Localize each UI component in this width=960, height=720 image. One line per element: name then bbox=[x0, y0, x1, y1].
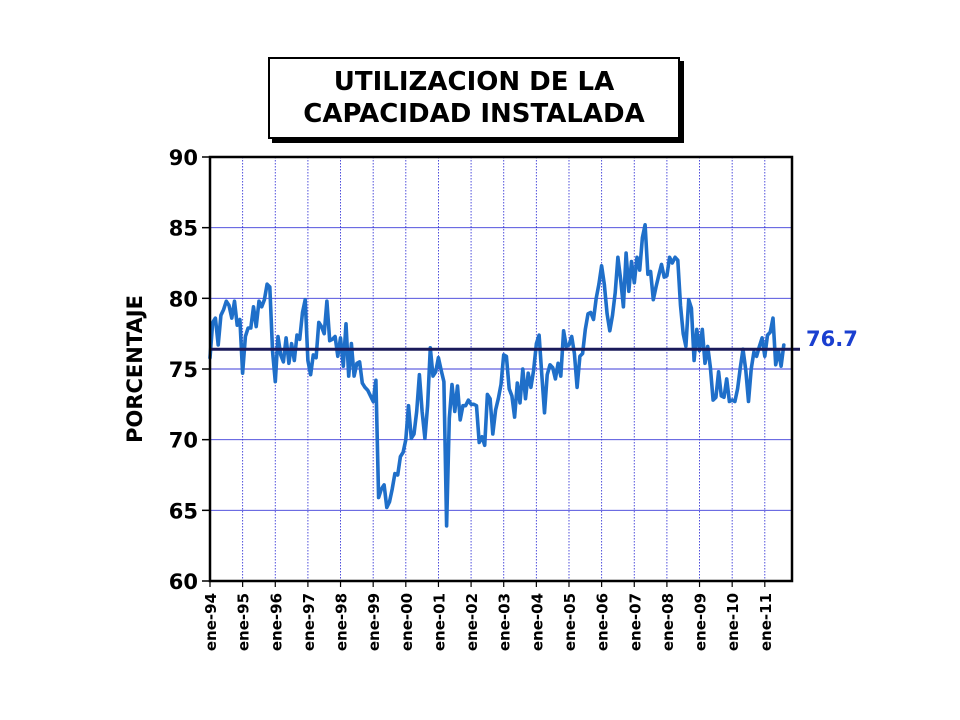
x-tick-label: ene-97 bbox=[300, 593, 318, 651]
y-axis-label: PORCENTAJE bbox=[123, 295, 147, 443]
chart-title-line-2: CAPACIDAD INSTALADA bbox=[303, 99, 645, 129]
x-tick-label: ene-00 bbox=[398, 593, 416, 651]
x-tick-label: ene-10 bbox=[724, 593, 742, 651]
x-tick-label: ene-09 bbox=[692, 593, 710, 651]
y-tick-label: 70 bbox=[169, 429, 198, 453]
y-tick-label: 60 bbox=[169, 570, 198, 594]
x-tick-label: ene-02 bbox=[463, 593, 481, 651]
x-tick-label: ene-06 bbox=[594, 593, 612, 651]
y-tick-label: 85 bbox=[169, 217, 198, 241]
y-tick-label: 65 bbox=[169, 499, 198, 523]
x-tick-label: ene-01 bbox=[430, 593, 448, 651]
chart-title: UTILIZACION DE LA CAPACIDAD INSTALADA bbox=[268, 57, 680, 139]
x-tick-label: ene-99 bbox=[365, 593, 383, 651]
y-tick-label: 80 bbox=[169, 287, 198, 311]
x-tick-label: ene-96 bbox=[267, 593, 285, 651]
y-tick-label: 90 bbox=[169, 146, 198, 170]
x-tick-label: ene-95 bbox=[235, 593, 253, 651]
x-tick-label: ene-07 bbox=[626, 593, 644, 651]
x-tick-label: ene-03 bbox=[496, 593, 514, 651]
x-tick-label: ene-94 bbox=[202, 593, 220, 651]
x-tick-label: ene-08 bbox=[659, 593, 677, 651]
plot-area-frame bbox=[208, 155, 794, 583]
reference-line-group: 76.7 bbox=[210, 327, 858, 351]
x-axis-ticks: ene-94 ene-95 ene-96 ene-97 ene-98 ene-99 ene-… bbox=[202, 581, 775, 651]
reference-line-label: 76.7 bbox=[806, 327, 858, 351]
x-tick-label: ene-98 bbox=[333, 593, 351, 651]
chart-title-line-1: UTILIZACION DE LA bbox=[333, 67, 615, 97]
series-lines bbox=[208, 223, 786, 528]
series-line bbox=[208, 223, 786, 528]
x-tick-label: ene-04 bbox=[528, 593, 546, 651]
x-tick-label: ene-11 bbox=[757, 593, 775, 651]
y-tick-label: 75 bbox=[169, 358, 198, 382]
x-tick-label: ene-05 bbox=[561, 593, 579, 651]
y-axis-ticks: 60 65 70 75 80 85 90 bbox=[169, 146, 210, 594]
